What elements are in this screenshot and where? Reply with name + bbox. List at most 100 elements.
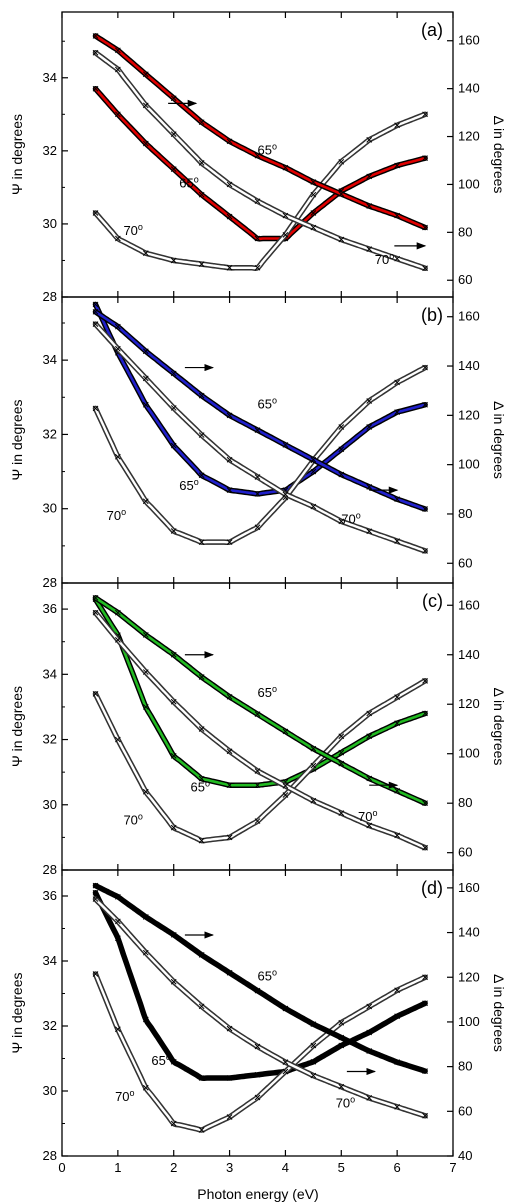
psi-tick-label: 30 [43, 797, 57, 812]
series-delta-65deg [92, 594, 428, 807]
fit-line [94, 51, 427, 270]
data-point [394, 379, 400, 386]
series-psi-70deg [92, 971, 428, 1133]
data-point [310, 468, 317, 475]
series-delta-65deg [92, 308, 428, 512]
data-point [366, 137, 373, 143]
data-point [366, 1029, 373, 1036]
data-point [366, 424, 373, 430]
delta-tick-label: 100 [458, 176, 480, 191]
data-band-outline [92, 321, 428, 554]
x-tick-label: 5 [338, 1160, 345, 1175]
delta-tick-label: 80 [458, 795, 472, 810]
data-point [366, 710, 373, 717]
angle-annotation: 65o [179, 477, 198, 493]
chart-panel-b: 28 30 32 34 60 80 100 120 140 160 Ψ in degrees Δ in… [9, 296, 505, 590]
x-tick-label: 0 [58, 1160, 65, 1175]
data-point [115, 637, 121, 643]
delta-tick-label: 100 [458, 746, 480, 761]
delta-tick-label: 160 [458, 33, 480, 48]
data-point [142, 632, 149, 638]
psi-tick-label: 30 [43, 1083, 57, 1098]
data-point [115, 66, 121, 73]
data-point [226, 264, 233, 271]
data-point [198, 1003, 205, 1010]
data-point [422, 800, 428, 807]
data-point [198, 1127, 205, 1133]
data-point [170, 824, 177, 831]
data-point [338, 518, 345, 525]
psi-tick-label: 34 [43, 953, 57, 968]
data-point [170, 752, 177, 759]
data-point [422, 1068, 428, 1074]
data-point [310, 224, 317, 231]
data-point [310, 1021, 317, 1028]
data-point [115, 47, 121, 54]
psi-tick-label: 28 [43, 575, 57, 590]
data-point [142, 375, 149, 382]
data-band-outline [92, 33, 428, 231]
chart-panel-a: 28 30 32 34 60 80 100 120 140 160 Ψ in degrees Δ in… [9, 11, 505, 304]
data-point [115, 918, 121, 925]
psi-tick-label: 34 [43, 352, 57, 367]
psi-tick-label: 30 [43, 501, 57, 516]
data-point [422, 844, 428, 851]
data-point [394, 694, 400, 701]
series-delta-70deg [92, 896, 428, 1119]
data-point [422, 224, 428, 231]
data-point [310, 1042, 317, 1049]
data-point [394, 212, 400, 219]
data-point [254, 1094, 261, 1101]
x-tick-label: 1 [114, 1160, 121, 1175]
data-point [422, 364, 428, 371]
psi-tick-label: 30 [43, 216, 57, 231]
delta-tick-label: 100 [458, 1014, 480, 1029]
delta-tick-label: 160 [458, 309, 480, 324]
data-point [170, 442, 177, 449]
data-point [254, 987, 261, 994]
data-point [338, 424, 345, 430]
data-point [254, 1071, 261, 1078]
data-point [92, 691, 99, 697]
data-point [254, 152, 261, 159]
x-tick-label: 2 [170, 1160, 177, 1175]
data-point [254, 474, 261, 480]
data-point [198, 432, 205, 438]
data-point [115, 1026, 121, 1033]
data-point [115, 609, 121, 616]
series-delta-65deg [92, 882, 428, 1074]
psi-tick-label: 32 [43, 426, 57, 441]
shared-x-axis: 0 1 2 3 4 5 6 7 [58, 1160, 456, 1175]
data-point [92, 594, 99, 601]
data-point [394, 162, 400, 169]
delta-axis-label: Δ in degrees [491, 974, 505, 1052]
data-point [92, 308, 99, 315]
data-point [338, 1042, 345, 1049]
data-point [170, 405, 177, 411]
data-point [198, 160, 205, 166]
delta-tick-label: 60 [458, 272, 472, 287]
panels-group: 28 30 32 34 60 80 100 120 140 160 Ψ in degrees Δ in… [9, 11, 505, 1163]
data-point [92, 882, 99, 889]
data-point [254, 711, 261, 717]
data-point [226, 748, 233, 755]
data-point [422, 677, 428, 684]
data-point [394, 832, 400, 839]
data-point [92, 210, 99, 216]
series-psi-65deg [92, 85, 428, 242]
psi-axis-label: Ψ in degrees [9, 973, 25, 1054]
delta-tick-label: 120 [458, 129, 480, 144]
data-point [310, 1058, 317, 1065]
fit-line [94, 113, 427, 270]
x-tick-label: 4 [282, 1160, 289, 1175]
angle-annotation: 70o [336, 1094, 355, 1110]
data-point [226, 969, 233, 976]
data-point [198, 261, 205, 267]
data-point [338, 733, 345, 740]
angle-annotation: 70o [358, 808, 377, 824]
data-point [226, 539, 233, 545]
data-point [254, 491, 261, 497]
data-point [142, 102, 149, 109]
data-point [92, 301, 99, 308]
delta-tick-label: 60 [458, 845, 472, 860]
